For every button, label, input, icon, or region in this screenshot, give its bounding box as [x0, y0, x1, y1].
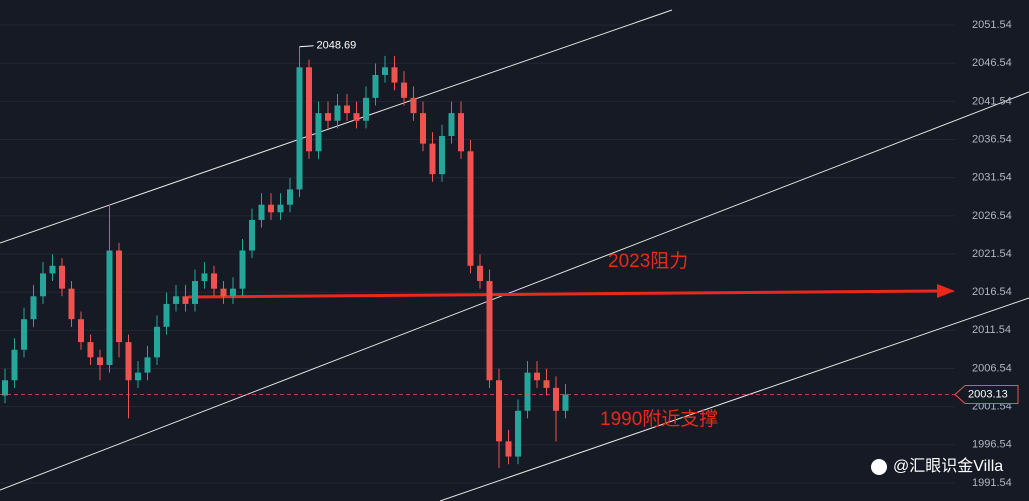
- candle-body: [420, 113, 426, 144]
- candle-body: [211, 273, 217, 289]
- candle-body: [363, 97, 369, 121]
- y-tick-label: 2006.54: [972, 362, 1012, 374]
- candle-body: [116, 250, 122, 343]
- candle-body: [182, 296, 189, 304]
- candle-body: [391, 67, 398, 83]
- candle-body: [68, 288, 75, 320]
- candle-body: [486, 281, 493, 381]
- candle-body: [87, 342, 94, 358]
- candle-body: [325, 113, 331, 121]
- y-tick-label: 2026.54: [972, 210, 1012, 222]
- candle-body: [201, 273, 208, 282]
- watermark: @汇眼识金Villa: [871, 457, 1003, 475]
- channel-line: [0, 9, 673, 244]
- candle-body: [78, 319, 84, 343]
- candle-body: [477, 265, 483, 282]
- y-tick-label: 2021.54: [972, 248, 1012, 260]
- candle-body: [306, 67, 312, 152]
- candle-body: [448, 113, 455, 137]
- y-tick-label: 1996.54: [972, 439, 1012, 451]
- candle-body: [258, 204, 265, 220]
- candle-body: [562, 394, 569, 411]
- candle-body: [144, 357, 151, 373]
- candle-body: [2, 380, 8, 396]
- candle-body: [315, 113, 322, 152]
- support-label: 1990附近支撑: [600, 408, 718, 430]
- candle-body: [429, 143, 436, 175]
- candle-body: [505, 441, 512, 457]
- watermark-icon: [871, 459, 887, 475]
- channel-line: [0, 91, 1029, 491]
- candle-body: [125, 342, 132, 381]
- candle-body: [154, 326, 160, 358]
- candle-body: [49, 265, 56, 274]
- candle-body: [239, 250, 246, 289]
- channel-line: [439, 297, 1029, 501]
- candle-body: [230, 288, 236, 297]
- candle-body: [382, 67, 388, 75]
- last-price-box: [954, 385, 1019, 405]
- candle-body: [296, 67, 303, 190]
- candle-body: [353, 113, 360, 121]
- candle-body: [268, 204, 274, 213]
- candle-body: [106, 250, 113, 365]
- resistance-arrow: [187, 284, 955, 299]
- high-label: 2048.69: [317, 40, 357, 52]
- candle-body: [97, 357, 103, 365]
- y-tick-label: 2051.54: [972, 19, 1012, 31]
- candle-body: [192, 281, 198, 304]
- arrow-head: [937, 284, 955, 298]
- candle-body: [334, 105, 341, 121]
- candle-body: [173, 296, 179, 304]
- candle-body: [401, 82, 407, 98]
- high-pointer: [299, 45, 314, 48]
- candle-body: [534, 372, 540, 381]
- candle-body: [40, 273, 46, 297]
- candle-body: [249, 219, 255, 251]
- candle-body: [458, 113, 464, 152]
- y-tick-label: 2041.54: [972, 95, 1012, 107]
- last-price-label: 2003.13: [968, 388, 1008, 400]
- candle-body: [277, 204, 284, 213]
- candle-body: [287, 189, 293, 205]
- resistance-label: 2023阻力: [608, 250, 688, 272]
- candle-body: [344, 105, 350, 114]
- y-tick-label: 1991.54: [972, 477, 1012, 489]
- candle-body: [11, 349, 18, 381]
- candle-body: [30, 296, 37, 320]
- candle-body: [21, 319, 27, 350]
- arrow-shaft: [187, 289, 941, 299]
- watermark-text: @汇眼识金Villa: [893, 457, 1003, 475]
- candle-body: [543, 380, 550, 388]
- candle-body: [467, 151, 474, 266]
- trend-channel: [0, 9, 1029, 501]
- y-tick-label: 2036.54: [972, 133, 1012, 145]
- candle-body: [496, 380, 502, 442]
- candle-body: [163, 303, 170, 327]
- candle-body: [220, 288, 227, 297]
- y-tick-label: 2016.54: [972, 286, 1012, 298]
- candle-body: [372, 74, 379, 98]
- candle-body: [439, 136, 445, 175]
- candle-body: [410, 97, 417, 114]
- y-tick-label: 2046.54: [972, 57, 1012, 69]
- candle-body: [553, 387, 559, 411]
- candle-body: [524, 372, 531, 411]
- candle-body: [59, 265, 65, 289]
- candle-body: [515, 410, 521, 457]
- candle-body: [135, 372, 141, 381]
- y-tick-label: 2031.54: [972, 172, 1012, 184]
- y-tick-label: 2011.54: [972, 324, 1011, 336]
